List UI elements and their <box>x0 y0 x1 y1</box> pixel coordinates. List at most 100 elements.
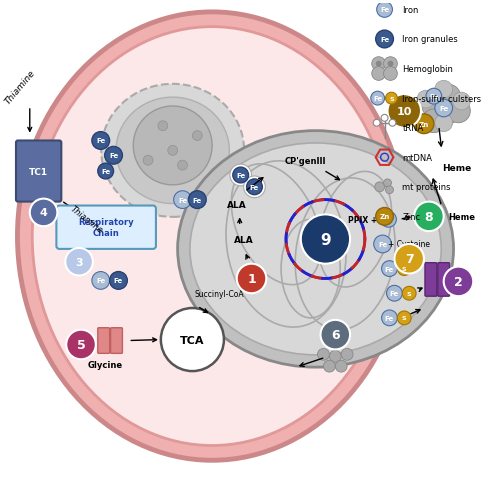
Text: ALA: ALA <box>234 235 254 244</box>
Text: S: S <box>402 267 406 272</box>
FancyBboxPatch shape <box>56 206 156 249</box>
Text: Zn: Zn <box>419 121 429 127</box>
Circle shape <box>414 202 444 232</box>
Circle shape <box>320 320 350 349</box>
Text: Succinyl-CoA: Succinyl-CoA <box>194 289 244 298</box>
Text: 10: 10 <box>396 106 412 117</box>
Text: 9: 9 <box>320 232 330 247</box>
Circle shape <box>134 107 212 185</box>
Circle shape <box>341 348 353 361</box>
Text: Fe: Fe <box>384 217 393 223</box>
Circle shape <box>446 100 470 123</box>
Text: 8: 8 <box>424 211 433 224</box>
Ellipse shape <box>101 85 244 217</box>
Circle shape <box>246 180 262 195</box>
Text: Respiratory
Chain: Respiratory Chain <box>78 218 134 238</box>
Circle shape <box>376 61 382 67</box>
Circle shape <box>422 95 446 119</box>
Circle shape <box>98 164 114 180</box>
Text: Fe: Fe <box>385 315 394 321</box>
Text: CP'genIII: CP'genIII <box>285 156 327 166</box>
Text: Heme: Heme <box>442 163 471 172</box>
Text: Fe: Fe <box>250 184 259 190</box>
Circle shape <box>414 115 434 135</box>
Circle shape <box>380 212 396 228</box>
Circle shape <box>384 67 398 81</box>
Circle shape <box>66 248 93 276</box>
Circle shape <box>330 351 341 363</box>
Text: Fe: Fe <box>385 266 394 272</box>
Text: S: S <box>402 316 406 321</box>
Circle shape <box>188 191 206 209</box>
Circle shape <box>398 311 411 325</box>
Ellipse shape <box>190 144 441 355</box>
Ellipse shape <box>32 28 392 446</box>
Text: Hemoglobin: Hemoglobin <box>402 65 453 74</box>
Text: Fe: Fe <box>96 278 106 284</box>
Circle shape <box>236 264 266 294</box>
Circle shape <box>371 92 384 106</box>
Circle shape <box>389 120 396 127</box>
FancyBboxPatch shape <box>110 328 122 354</box>
Text: Fe: Fe <box>373 96 382 102</box>
Text: Iron: Iron <box>402 6 418 15</box>
Circle shape <box>376 208 394 226</box>
Circle shape <box>158 121 168 131</box>
Text: 5: 5 <box>76 338 86 351</box>
Text: Iron-sulfur culsters: Iron-sulfur culsters <box>402 94 481 104</box>
Text: Glycine: Glycine <box>88 360 123 369</box>
Circle shape <box>386 93 398 105</box>
Circle shape <box>386 186 394 194</box>
Text: 3: 3 <box>75 257 83 267</box>
Text: Zinc: Zinc <box>402 212 420 221</box>
Circle shape <box>174 191 192 209</box>
Circle shape <box>398 262 411 276</box>
Circle shape <box>422 110 446 133</box>
Text: Fe: Fe <box>109 153 118 159</box>
Circle shape <box>376 2 392 18</box>
Text: Fe: Fe <box>380 37 389 43</box>
Circle shape <box>435 81 452 99</box>
Text: S: S <box>389 96 394 102</box>
Circle shape <box>426 89 442 105</box>
Circle shape <box>372 67 386 81</box>
FancyBboxPatch shape <box>425 263 437 297</box>
Text: 7: 7 <box>405 253 413 266</box>
Circle shape <box>92 132 110 150</box>
Text: TC1: TC1 <box>29 167 48 176</box>
Circle shape <box>233 168 248 183</box>
Text: Fe: Fe <box>114 278 123 284</box>
Text: 6: 6 <box>331 329 340 341</box>
FancyBboxPatch shape <box>438 263 450 297</box>
Text: mt proteins: mt proteins <box>402 183 451 192</box>
Text: 1: 1 <box>247 272 256 286</box>
Text: PPIX +: PPIX + <box>348 215 378 225</box>
Ellipse shape <box>18 13 406 460</box>
Circle shape <box>374 236 392 253</box>
Text: TCA: TCA <box>180 335 204 345</box>
Circle shape <box>417 91 435 109</box>
Circle shape <box>372 58 386 71</box>
Circle shape <box>402 287 416 301</box>
Text: mtDNA: mtDNA <box>402 153 432 163</box>
Circle shape <box>394 244 424 274</box>
Circle shape <box>388 95 421 128</box>
Text: Thiamine: Thiamine <box>3 68 37 106</box>
Text: Thiamine: Thiamine <box>69 204 105 235</box>
Circle shape <box>244 177 266 198</box>
Circle shape <box>92 272 110 290</box>
Text: tRNA: tRNA <box>402 124 423 133</box>
Text: 4: 4 <box>40 208 48 218</box>
Circle shape <box>382 310 398 326</box>
Circle shape <box>386 286 402 302</box>
Ellipse shape <box>116 98 230 204</box>
Text: + Cysteine: + Cysteine <box>388 240 430 249</box>
Circle shape <box>376 31 394 49</box>
Text: Zn: Zn <box>380 214 390 220</box>
Circle shape <box>444 267 474 297</box>
Text: Fe: Fe <box>178 197 187 203</box>
Circle shape <box>382 261 398 277</box>
Text: Iron granules: Iron granules <box>402 35 458 45</box>
Circle shape <box>373 120 380 127</box>
Circle shape <box>66 330 96 360</box>
